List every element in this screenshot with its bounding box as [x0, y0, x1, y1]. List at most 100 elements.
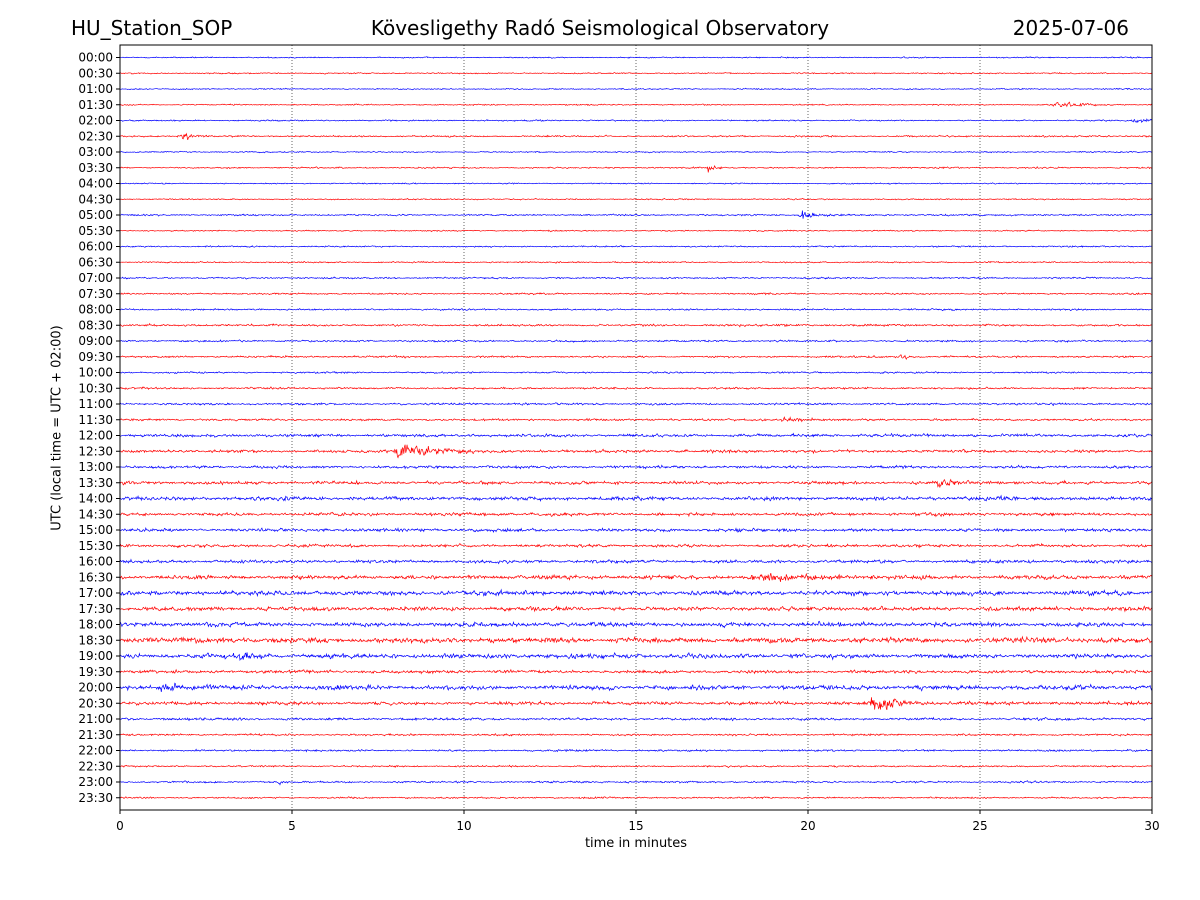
- y-tick-label: 08:00: [78, 303, 113, 317]
- date-title: 2025-07-06: [1012, 16, 1129, 40]
- trace-row-0430: [119, 197, 1153, 201]
- trace-row-0500: [119, 210, 1152, 219]
- trace-row-0800: [119, 307, 1153, 312]
- trace-row-2230: [119, 764, 1153, 769]
- trace-row-0030: [119, 71, 1153, 75]
- x-tick-label: 0: [116, 819, 124, 833]
- x-axis: 0 5 10 15 20 25 30: [116, 810, 1160, 833]
- station-title: HU_Station_SOP: [71, 16, 233, 40]
- trace-row-1130: [119, 416, 1153, 423]
- trace-row-2200: [119, 748, 1153, 753]
- trace-row-1200: [119, 432, 1153, 438]
- trace-row-2030: [119, 697, 1153, 711]
- y-tick-label: 04:30: [78, 192, 113, 206]
- y-tick-label: 01:30: [78, 98, 113, 112]
- y-tick-label: 20:00: [78, 681, 113, 695]
- trace-row-2000: [119, 682, 1153, 692]
- trace-row-1530: [119, 542, 1153, 549]
- trace-row-1100: [119, 401, 1153, 407]
- y-tick-label: 21:30: [78, 728, 113, 742]
- trace-row-0630: [119, 260, 1153, 264]
- y-tick-label: 16:30: [78, 570, 113, 584]
- y-tick-label: 22:30: [78, 759, 113, 773]
- y-tick-label: 22:00: [78, 744, 113, 758]
- trace-row-1400: [119, 494, 1153, 503]
- y-tick-label: 04:00: [78, 177, 113, 191]
- trace-row-1630: [119, 572, 1153, 582]
- trace-row-0130: [119, 101, 1153, 108]
- y-tick-label: 02:30: [78, 129, 113, 143]
- y-tick-label: 06:30: [78, 255, 113, 269]
- y-tick-label: 05:30: [78, 224, 113, 238]
- y-tick-label: 15:00: [78, 523, 113, 537]
- y-tick-label: 09:30: [78, 350, 113, 364]
- trace-row-2130: [119, 733, 1153, 737]
- y-tick-label: 21:00: [78, 712, 113, 726]
- trace-row-1900: [119, 651, 1153, 662]
- trace-row-1700: [119, 588, 1153, 598]
- observatory-title: Kövesligethy Radó Seismological Observat…: [370, 16, 830, 40]
- y-tick-label: 16:00: [78, 555, 113, 569]
- trace-row-1500: [119, 526, 1153, 533]
- y-tick-label: 10:00: [78, 366, 113, 380]
- y-tick-label: 19:30: [78, 665, 113, 679]
- trace-row-1430: [119, 511, 1153, 518]
- x-tick-label: 10: [456, 819, 471, 833]
- trace-row-1000: [119, 370, 1153, 375]
- trace-row-0530: [119, 229, 1153, 233]
- trace-row-0700: [119, 276, 1153, 280]
- x-tick-label: 5: [288, 819, 296, 833]
- trace-row-1030: [119, 386, 1153, 391]
- trace-row-0600: [119, 245, 1153, 248]
- y-tick-label: 13:00: [78, 460, 113, 474]
- y-tick-label: 05:00: [78, 208, 113, 222]
- y-tick-label: 11:00: [78, 397, 113, 411]
- y-axis-label: UTC (local time = UTC + 02:00): [49, 325, 65, 531]
- y-tick-label: 06:00: [78, 240, 113, 254]
- x-axis-label: time in minutes: [584, 836, 688, 851]
- trace-row-1730: [119, 605, 1153, 613]
- y-tick-label: 11:30: [78, 413, 113, 427]
- y-tick-label: 12:00: [78, 429, 113, 443]
- y-tick-label: 07:00: [78, 271, 113, 285]
- trace-row-0230: [119, 132, 1153, 141]
- y-tick-label: 18:00: [78, 618, 113, 632]
- y-tick-label: 14:30: [78, 507, 113, 521]
- y-tick-label: 23:00: [78, 775, 113, 789]
- y-tick-label: 09:00: [78, 334, 113, 348]
- y-tick-label: 08:30: [78, 318, 113, 332]
- y-tick-label: 12:30: [78, 444, 113, 458]
- trace-row-1230: [119, 444, 1153, 459]
- trace-row-2330: [119, 796, 1153, 800]
- trace-row-0830: [119, 322, 1153, 328]
- y-tick-label: 10:30: [78, 381, 113, 395]
- seismic-traces: [119, 56, 1153, 800]
- trace-row-1930: [119, 668, 1153, 675]
- y-tick-label: 14:00: [78, 492, 113, 506]
- y-tick-label: 03:00: [78, 145, 113, 159]
- trace-row-0330: [119, 165, 1153, 173]
- y-tick-label: 15:30: [78, 539, 113, 553]
- y-tick-label: 23:30: [78, 791, 113, 805]
- trace-row-0930: [119, 354, 1153, 361]
- y-tick-label: 03:30: [78, 161, 113, 175]
- trace-row-0300: [119, 150, 1153, 154]
- y-tick-label: 07:30: [78, 287, 113, 301]
- y-tick-label: 00:30: [78, 66, 113, 80]
- trace-row-1300: [119, 464, 1153, 470]
- trace-row-0730: [119, 291, 1153, 296]
- trace-row-0900: [119, 339, 1153, 343]
- x-tick-label: 25: [972, 819, 987, 833]
- y-tick-label: 01:00: [78, 82, 113, 96]
- trace-row-0000: [119, 56, 1153, 59]
- trace-row-1800: [119, 620, 1153, 629]
- trace-row-1330: [119, 478, 1152, 488]
- y-tick-label: 17:00: [78, 586, 113, 600]
- y-tick-label: 17:30: [78, 602, 113, 616]
- y-tick-label: 00:00: [78, 51, 113, 65]
- x-tick-label: 20: [800, 819, 815, 833]
- y-tick-label: 20:30: [78, 696, 113, 710]
- trace-row-0400: [119, 182, 1153, 185]
